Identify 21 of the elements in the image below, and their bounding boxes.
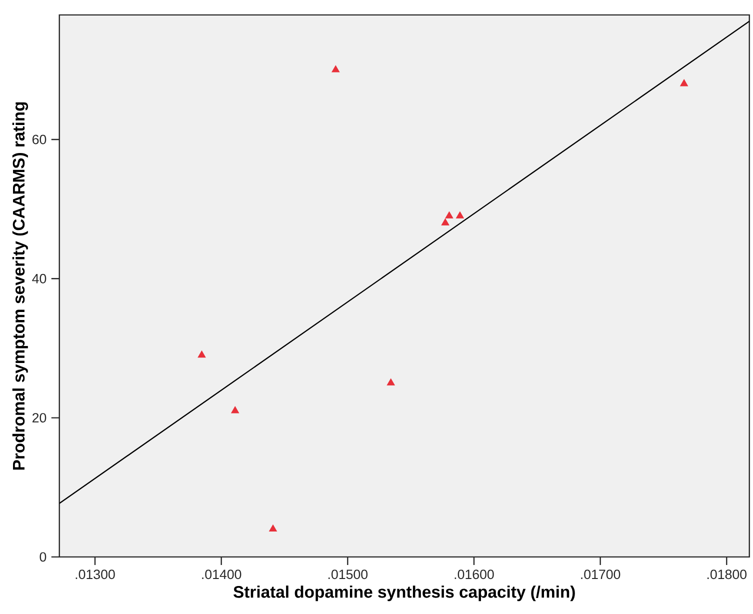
x-tick-label: .01700 — [581, 570, 620, 580]
point — [445, 211, 454, 218]
x-tick-label: .01600 — [454, 570, 494, 580]
x-tick-label: .01800 — [707, 570, 747, 580]
point — [269, 524, 277, 532]
point — [386, 378, 395, 386]
y-axis-title: Prodromal symptom severity (CAARMS) rating — [12, 102, 28, 470]
point — [680, 79, 688, 86]
x-tick-label: .01400 — [202, 570, 242, 580]
y-tick-label: 0 — [40, 552, 46, 562]
point — [332, 65, 340, 72]
point — [231, 406, 240, 414]
point — [441, 218, 450, 226]
point — [198, 350, 206, 358]
y-tick-label: 40 — [32, 274, 46, 284]
y-tick-label: 60 — [32, 134, 46, 144]
x-tick-label: .01300 — [76, 570, 115, 580]
x-axis-title: Striatal dopamine synthesis capacity (/min) — [234, 586, 575, 602]
point — [456, 211, 464, 218]
x-tick-label: .01500 — [328, 570, 368, 580]
y-tick-label: 20 — [32, 413, 46, 423]
